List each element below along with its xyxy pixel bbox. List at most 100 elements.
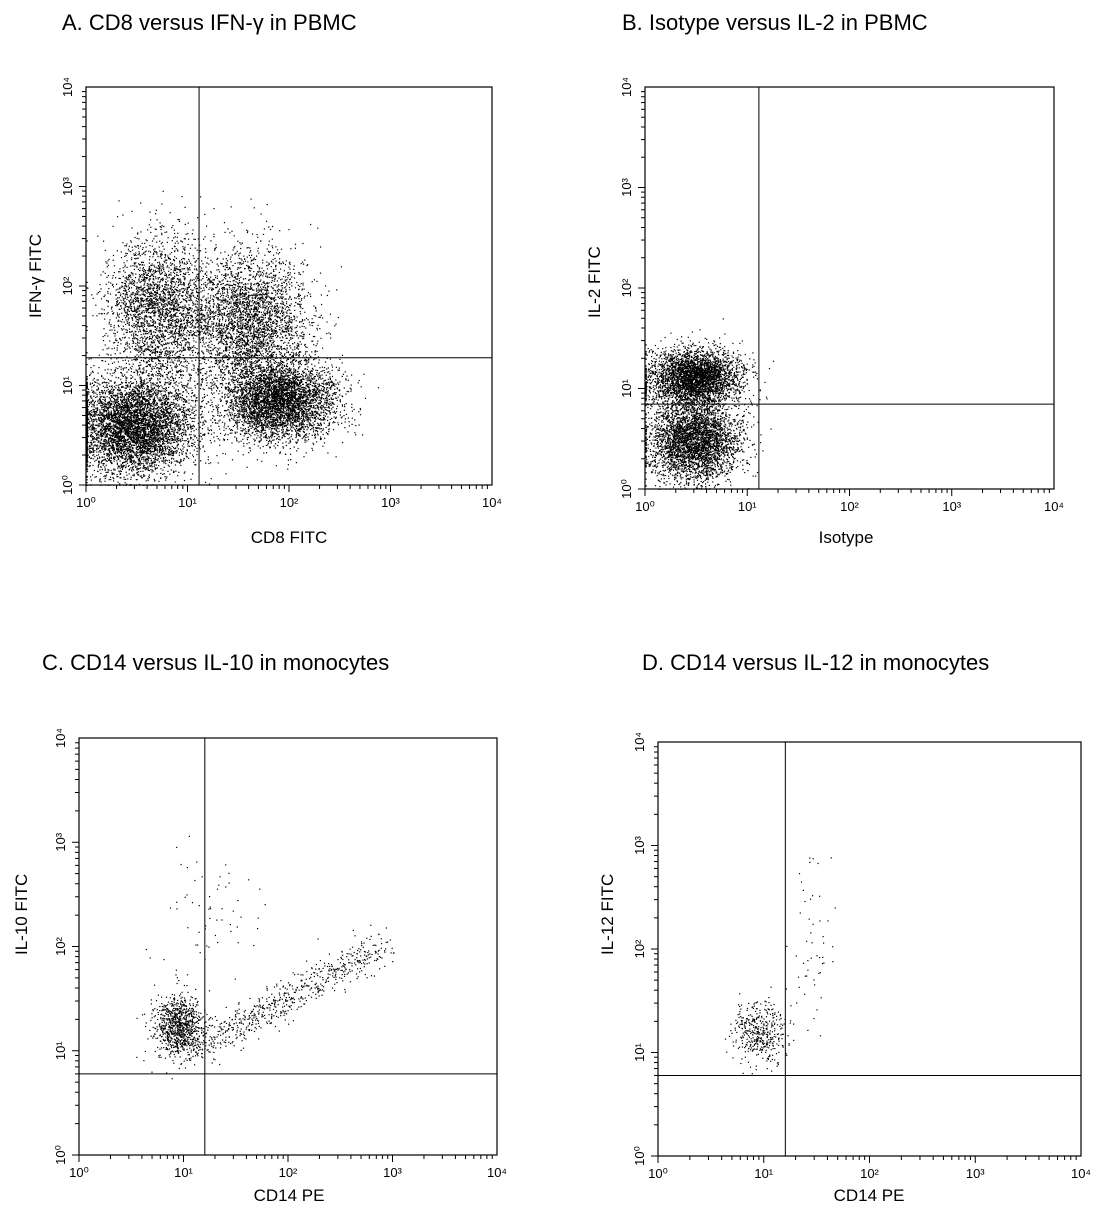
event-dot (110, 385, 112, 388)
event-dot (125, 461, 127, 463)
event-dot (186, 401, 188, 403)
event-dot (89, 465, 91, 467)
event-dot (93, 377, 95, 380)
event-dot (203, 423, 205, 425)
event-dot (172, 439, 174, 441)
event-dot (178, 413, 180, 415)
event-dot (170, 435, 172, 438)
event-dot (90, 401, 92, 403)
event-dot (155, 444, 157, 446)
event-dot (147, 469, 149, 471)
event-dot (190, 434, 192, 436)
event-dot (158, 419, 160, 421)
event-dot (181, 411, 183, 413)
event-dot (191, 420, 193, 422)
event-dot (164, 384, 166, 386)
event-dot (179, 438, 181, 440)
event-dot (131, 447, 134, 449)
event-dot (108, 444, 110, 446)
event-dot (187, 443, 189, 445)
event-dot (151, 396, 153, 398)
event-dot (161, 405, 164, 407)
event-dot (103, 417, 105, 419)
event-dot (146, 392, 148, 394)
event-dot (135, 479, 137, 481)
event-dot (130, 433, 132, 435)
event-dot (168, 412, 170, 415)
event-dot (121, 450, 123, 452)
event-dot (167, 411, 169, 413)
event-dot (192, 456, 195, 458)
event-dot (163, 388, 165, 390)
event-dot (134, 417, 136, 419)
event-dot (162, 376, 164, 378)
event-dot (177, 425, 179, 427)
event-dot (115, 426, 117, 428)
event-dot (171, 451, 173, 453)
event-dot (138, 426, 140, 428)
event-dot (193, 430, 195, 432)
event-dot (120, 424, 123, 426)
event-dot (107, 471, 109, 473)
event-dot (138, 460, 140, 462)
event-dot (119, 419, 121, 421)
event-dot (181, 399, 183, 401)
event-dot (86, 469, 88, 471)
event-dot (135, 452, 137, 454)
event-dot (159, 372, 161, 374)
event-dot (118, 426, 120, 428)
event-dot (131, 382, 133, 385)
event-dot (138, 443, 140, 445)
event-dot (160, 429, 163, 431)
event-dot (165, 366, 168, 368)
event-dot (115, 396, 117, 398)
event-dot (180, 464, 182, 466)
event-dot (102, 424, 104, 426)
event-dot (151, 445, 153, 447)
event-dot (99, 431, 101, 433)
event-dot (132, 431, 134, 433)
event-dot (165, 412, 167, 414)
event-dot (160, 472, 162, 474)
event-dot (178, 452, 181, 454)
event-dot (199, 440, 201, 442)
event-dot (109, 419, 112, 421)
event-dot (124, 404, 126, 406)
event-dot (156, 425, 158, 427)
event-dot (118, 406, 120, 408)
event-dot (155, 454, 157, 456)
event-dot (93, 450, 95, 452)
event-dot (112, 392, 114, 394)
event-dot (96, 411, 98, 414)
event-dot (101, 382, 103, 384)
event-dot (140, 394, 143, 396)
event-dot (140, 396, 142, 398)
event-dot (189, 411, 191, 413)
event-dot (113, 409, 115, 411)
event-dot (150, 462, 152, 464)
event-dot (120, 470, 122, 472)
event-dot (110, 423, 112, 425)
event-dot (140, 432, 142, 434)
event-dot (164, 433, 166, 436)
event-dot (110, 453, 112, 455)
event-dot (141, 477, 143, 479)
event-dot (171, 438, 173, 440)
event-dot (189, 423, 191, 425)
event-dot (169, 403, 171, 405)
event-dot (105, 474, 108, 476)
event-dot (148, 474, 150, 476)
event-dot (127, 441, 129, 443)
event-dot (129, 457, 131, 459)
event-dot (216, 455, 218, 457)
event-dot (127, 442, 130, 444)
event-dot (187, 424, 190, 426)
event-dot (133, 399, 135, 401)
event-dot (95, 428, 97, 430)
event-dot (124, 432, 126, 434)
event-dot (172, 417, 174, 419)
event-dot (87, 422, 89, 425)
event-dot (97, 465, 99, 467)
event-dot (124, 406, 127, 408)
event-dot (159, 426, 161, 428)
